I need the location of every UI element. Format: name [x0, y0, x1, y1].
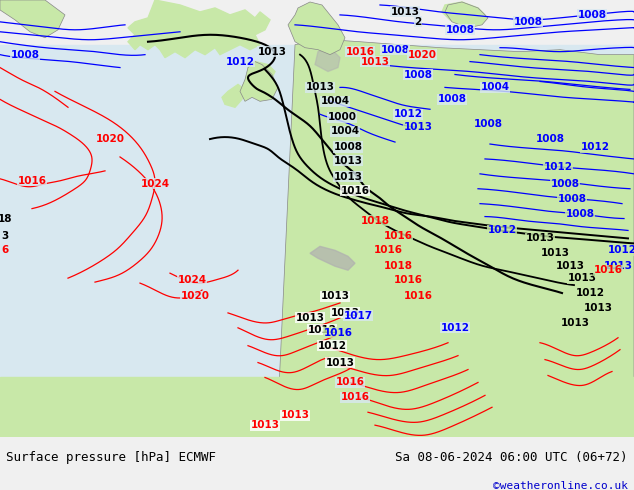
Text: 1013: 1013 — [295, 313, 325, 323]
Polygon shape — [0, 40, 634, 437]
Text: 1008: 1008 — [557, 194, 586, 204]
Text: 1020: 1020 — [408, 49, 436, 60]
Text: 1017: 1017 — [344, 311, 373, 321]
Text: 2: 2 — [415, 17, 422, 27]
Polygon shape — [310, 246, 355, 270]
Text: 1013: 1013 — [330, 308, 359, 318]
Text: 1008: 1008 — [514, 17, 543, 27]
Text: 1016: 1016 — [18, 176, 46, 186]
Text: Sa 08-06-2024 06:00 UTC (06+72): Sa 08-06-2024 06:00 UTC (06+72) — [395, 451, 628, 464]
Text: 1008: 1008 — [578, 10, 607, 20]
Text: 1013: 1013 — [555, 261, 585, 271]
Text: 1013: 1013 — [361, 56, 389, 67]
Text: 1008: 1008 — [550, 179, 579, 189]
Text: 1013: 1013 — [567, 273, 597, 283]
Text: 1000: 1000 — [328, 112, 356, 122]
Text: 1013: 1013 — [391, 7, 420, 17]
Text: 1013: 1013 — [325, 358, 354, 368]
Polygon shape — [318, 51, 338, 70]
Text: 1012: 1012 — [394, 109, 422, 119]
Polygon shape — [0, 377, 634, 437]
Text: 1018: 1018 — [384, 261, 413, 271]
Text: 1008: 1008 — [333, 142, 363, 152]
Text: 1016: 1016 — [340, 186, 370, 196]
Text: 1008: 1008 — [536, 134, 564, 144]
Text: 1008: 1008 — [566, 209, 595, 219]
Polygon shape — [288, 2, 345, 54]
Text: 1013: 1013 — [306, 82, 335, 93]
Text: 1016: 1016 — [384, 231, 413, 242]
Text: 1013: 1013 — [257, 47, 287, 57]
Text: 1016: 1016 — [373, 245, 403, 255]
Text: 1024: 1024 — [178, 275, 207, 285]
Text: 1004: 1004 — [481, 82, 510, 93]
Text: 1008: 1008 — [403, 70, 432, 79]
Text: Surface pressure [hPa] ECMWF: Surface pressure [hPa] ECMWF — [6, 451, 216, 464]
Text: 3: 3 — [1, 231, 9, 242]
Text: 1016: 1016 — [323, 328, 353, 338]
Text: 1004: 1004 — [320, 97, 349, 106]
Text: 1012: 1012 — [607, 245, 634, 255]
Text: 1018: 1018 — [361, 216, 389, 225]
Text: 1008: 1008 — [380, 45, 410, 55]
Text: 1012: 1012 — [581, 142, 609, 152]
Polygon shape — [445, 2, 488, 28]
Polygon shape — [128, 0, 270, 58]
Text: 1008: 1008 — [437, 95, 467, 104]
Text: 1016: 1016 — [394, 275, 422, 285]
Text: 1013: 1013 — [403, 122, 432, 132]
Polygon shape — [0, 0, 65, 38]
Polygon shape — [222, 84, 245, 107]
Text: 1016: 1016 — [346, 47, 375, 57]
Text: 1016: 1016 — [593, 265, 623, 275]
Text: 6: 6 — [1, 245, 9, 255]
Text: 1013: 1013 — [250, 420, 280, 430]
Text: 1012: 1012 — [318, 341, 347, 351]
Text: 1020: 1020 — [181, 291, 209, 301]
Text: 1024: 1024 — [141, 179, 169, 189]
Text: 1013: 1013 — [560, 318, 590, 328]
Text: 1013: 1013 — [604, 261, 633, 271]
Polygon shape — [240, 62, 278, 99]
Text: 1013: 1013 — [541, 248, 569, 258]
Polygon shape — [442, 2, 485, 25]
Text: 1008: 1008 — [474, 119, 503, 129]
Text: 18: 18 — [0, 214, 12, 223]
Text: 1016: 1016 — [335, 377, 365, 388]
Text: 1012: 1012 — [226, 56, 254, 67]
Text: 1008: 1008 — [11, 49, 39, 60]
Text: 1020: 1020 — [96, 134, 124, 144]
Text: 1013: 1013 — [583, 303, 612, 313]
Text: 1013: 1013 — [280, 410, 309, 420]
Text: 1012: 1012 — [307, 325, 337, 335]
Text: 1004: 1004 — [330, 126, 359, 136]
Text: 1012: 1012 — [488, 225, 517, 236]
Text: 1016: 1016 — [403, 291, 432, 301]
Text: 1012: 1012 — [543, 162, 573, 172]
Text: 1012: 1012 — [576, 288, 604, 298]
Text: 1008: 1008 — [446, 25, 474, 35]
Text: ©weatheronline.co.uk: ©weatheronline.co.uk — [493, 481, 628, 490]
Polygon shape — [240, 62, 278, 101]
Text: 1013: 1013 — [333, 156, 363, 166]
Text: 1013: 1013 — [333, 172, 363, 182]
Text: 1016: 1016 — [340, 392, 370, 402]
Text: 1013: 1013 — [526, 233, 555, 244]
Text: 1012: 1012 — [441, 323, 470, 333]
Text: 1013: 1013 — [321, 291, 349, 301]
Polygon shape — [315, 48, 340, 72]
